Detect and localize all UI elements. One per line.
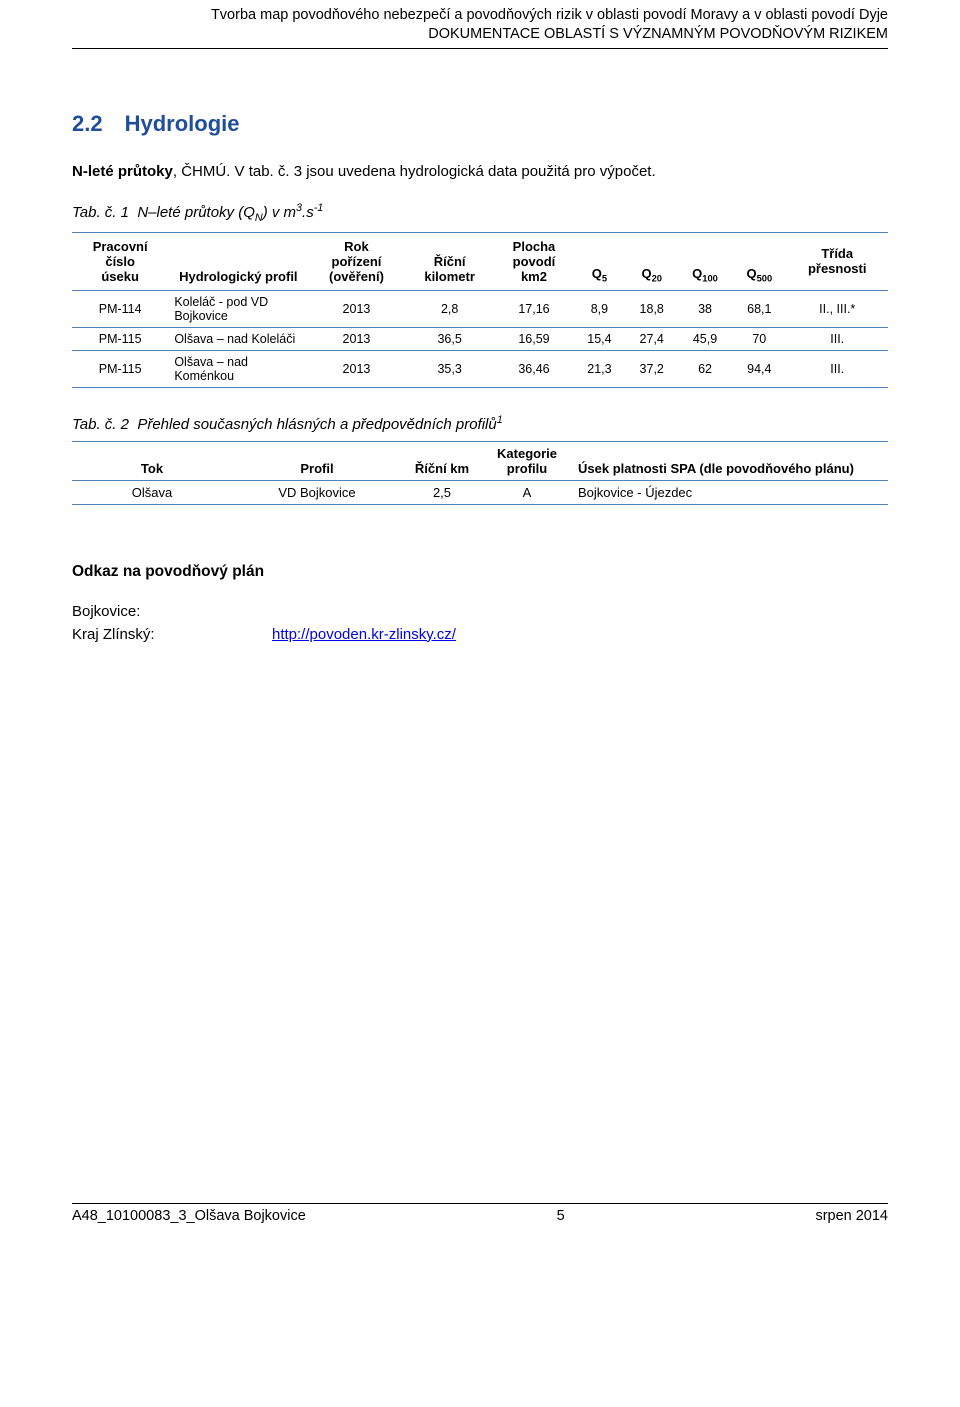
table-hydrology: Pracovní číslo úseku Hydrologický profil… bbox=[72, 232, 888, 388]
col-usek2: Úsek platnosti SPA (dle povodňového plán… bbox=[572, 441, 888, 480]
col-plocha: Plocha povodí km2 bbox=[495, 232, 574, 290]
table1-caption: Tab. č. 1 N–leté průtoky (QN) v m3.s-1 bbox=[72, 202, 888, 224]
flood-plan-ref: Kraj Zlínský: http://povoden.kr-zlinsky.… bbox=[72, 626, 888, 643]
intro-paragraph: N-leté průtoky, ČHMÚ. V tab. č. 3 jsou u… bbox=[72, 163, 888, 180]
header-rule bbox=[72, 48, 888, 49]
section-number: 2.2 bbox=[72, 111, 103, 136]
section-title: Hydrologie bbox=[125, 111, 240, 136]
col-kategorie: Kategorieprofilu bbox=[482, 441, 572, 480]
footer-rule bbox=[72, 1203, 888, 1204]
table-row: PM-115 Olšava – nad Koleláči 2013 36,5 1… bbox=[72, 327, 888, 350]
table2-caption: Tab. č. 2 Přehled současných hlásných a … bbox=[72, 414, 888, 433]
page-footer: A48_10100083_3_Olšava Bojkovice 5 srpen … bbox=[72, 1203, 888, 1224]
col-profil: Hydrologický profil bbox=[168, 232, 308, 290]
table-row: PM-115 Olšava – nad Koménkou 2013 35,3 3… bbox=[72, 350, 888, 387]
flood-plan-label: Kraj Zlínský: bbox=[72, 626, 272, 643]
page-header: Tvorba map povodňového nebezpečí a povod… bbox=[72, 0, 888, 49]
table-row: Olšava VD Bojkovice 2,5 A Bojkovice - Új… bbox=[72, 480, 888, 504]
col-km: Říční kilometr bbox=[405, 232, 495, 290]
col-profil2: Profil bbox=[232, 441, 402, 480]
table-profiles: Tok Profil Říční km Kategorieprofilu Úse… bbox=[72, 441, 888, 505]
col-q20: Q20 bbox=[626, 232, 678, 290]
col-q500: Q500 bbox=[732, 232, 786, 290]
col-rok: Rok pořízení (ověření) bbox=[308, 232, 404, 290]
col-tok: Tok bbox=[72, 441, 232, 480]
footer-left: A48_10100083_3_Olšava Bojkovice bbox=[72, 1208, 306, 1224]
footer-right: srpen 2014 bbox=[815, 1208, 888, 1224]
col-trida: Třída přesnosti bbox=[786, 232, 888, 290]
col-q100: Q100 bbox=[678, 232, 732, 290]
col-q5: Q5 bbox=[573, 232, 625, 290]
flood-plan-link[interactable]: http://povoden.kr-zlinsky.cz/ bbox=[272, 626, 456, 643]
col-usek: Pracovní číslo úseku bbox=[72, 232, 168, 290]
flood-plan-line1: Bojkovice: bbox=[72, 603, 888, 620]
flood-plan-heading: Odkaz na povodňový plán bbox=[72, 563, 888, 581]
intro-bold: N-leté průtoky bbox=[72, 163, 173, 180]
intro-rest: , ČHMÚ. V tab. č. 3 jsou uvedena hydrolo… bbox=[173, 163, 656, 180]
section-heading: 2.2 Hydrologie bbox=[72, 111, 888, 137]
header-line2: DOKUMENTACE OBLASTÍ S VÝZNAMNÝM POVODŇOV… bbox=[72, 25, 888, 44]
footer-page-number: 5 bbox=[557, 1208, 565, 1224]
col-km2: Říční km bbox=[402, 441, 482, 480]
table-row: PM-114 Koleláč - pod VDBojkovice 2013 2,… bbox=[72, 290, 888, 327]
header-line1: Tvorba map povodňového nebezpečí a povod… bbox=[72, 6, 888, 25]
